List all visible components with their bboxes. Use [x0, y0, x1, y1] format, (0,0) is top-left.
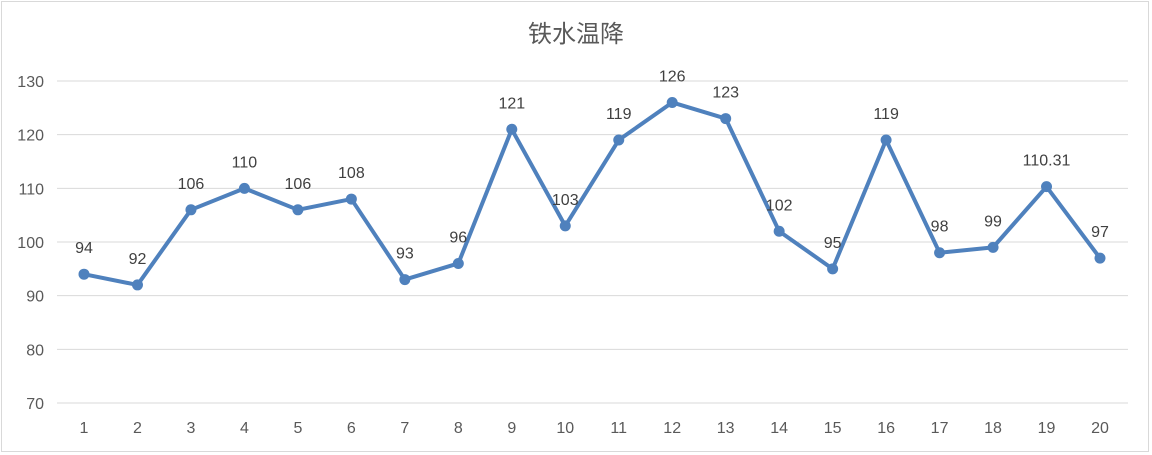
x-tick-label: 17	[931, 420, 949, 437]
y-axis-ticks: 70 80 90 100 110 120 130	[17, 74, 44, 413]
x-tick-label: 19	[1038, 420, 1056, 437]
data-point	[720, 113, 732, 125]
data-label: 106	[285, 176, 312, 193]
data-label: 93	[396, 246, 414, 263]
data-label: 99	[984, 213, 1002, 230]
gridlines	[57, 80, 1128, 404]
series	[78, 96, 1106, 291]
x-tick-label: 18	[984, 420, 1002, 437]
data-point	[934, 247, 946, 259]
data-label: 110	[232, 154, 258, 171]
x-tick-label: 11	[610, 420, 627, 437]
x-tick-label: 5	[293, 420, 302, 437]
series-line	[82, 100, 1102, 287]
data-label: 119	[606, 106, 632, 123]
x-tick-label: 12	[663, 420, 681, 437]
data-label: 95	[824, 235, 842, 252]
data-point	[78, 268, 90, 280]
x-tick-label: 4	[240, 420, 249, 437]
x-tick-label: 1	[80, 420, 89, 437]
data-label: 98	[931, 219, 949, 236]
data-point	[1094, 252, 1106, 264]
data-label: 121	[498, 95, 525, 112]
data-label: 102	[766, 197, 793, 214]
data-label: 123	[712, 85, 739, 102]
data-point	[345, 193, 357, 205]
data-point	[292, 204, 304, 216]
data-point	[613, 134, 625, 146]
x-tick-label: 13	[717, 420, 735, 437]
x-tick-label: 16	[877, 420, 895, 437]
x-tick-label: 15	[824, 420, 842, 437]
data-point	[666, 96, 678, 108]
data-point	[987, 241, 999, 253]
x-tick-label: 14	[770, 420, 788, 437]
y-tick-label: 110	[18, 181, 44, 198]
x-tick-label: 7	[400, 420, 409, 437]
chart-title: 铁水温降	[528, 20, 624, 48]
data-point	[559, 220, 571, 232]
data-point	[880, 134, 892, 146]
data-point	[1041, 181, 1053, 193]
data-label: 126	[659, 68, 686, 85]
y-tick-label: 100	[17, 235, 44, 252]
data-labels: 94 92 106 110 106 108 93 96 121 103 119 126 123 102 95…	[75, 68, 1109, 267]
x-tick-label: 6	[347, 420, 356, 437]
y-tick-label: 80	[26, 342, 44, 359]
y-tick-label: 130	[17, 74, 44, 91]
y-tick-label: 90	[26, 289, 44, 306]
data-label: 110.31	[1023, 153, 1071, 170]
x-tick-label: 10	[556, 420, 574, 437]
y-tick-label: 120	[17, 128, 44, 145]
data-point	[773, 225, 785, 237]
data-point	[238, 182, 250, 194]
data-point	[185, 204, 197, 216]
x-tick-label: 8	[454, 420, 463, 437]
data-label: 103	[552, 192, 579, 209]
data-point	[827, 263, 839, 275]
data-point	[131, 279, 143, 291]
data-point	[506, 123, 518, 135]
x-tick-label: 9	[507, 420, 516, 437]
y-tick-label: 70	[26, 396, 44, 413]
data-label: 119	[873, 106, 899, 123]
x-tick-label: 20	[1091, 420, 1109, 437]
data-label: 94	[75, 240, 93, 257]
data-label: 97	[1091, 224, 1109, 241]
data-label: 106	[178, 176, 205, 193]
data-label: 108	[338, 165, 365, 182]
x-tick-label: 3	[186, 420, 195, 437]
x-axis-ticks: 1 2 3 4 5 6 7 8 9 10 11 12 13 14 15 16 17 18 19 20	[80, 420, 1109, 437]
data-label: 92	[129, 251, 147, 268]
data-point	[399, 274, 411, 286]
data-point	[452, 257, 464, 269]
x-tick-label: 2	[133, 420, 142, 437]
data-label: 96	[449, 229, 467, 246]
